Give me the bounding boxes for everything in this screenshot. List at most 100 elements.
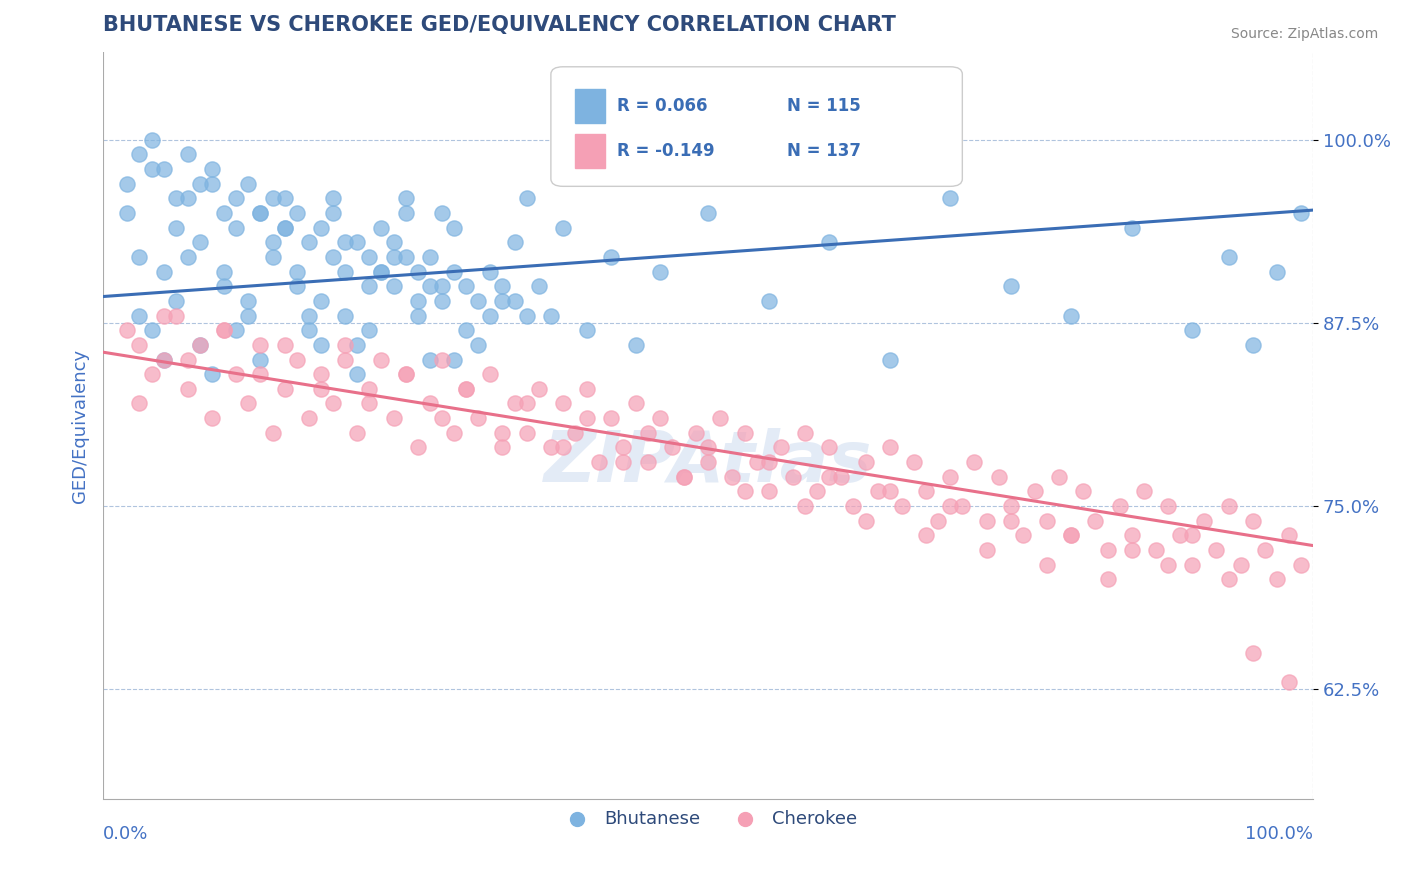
Point (758, 484, 780, 499)
Point (406, 264, 429, 278)
Point (976, 543, 998, 558)
Point (576, 411, 599, 425)
Point (128, 338, 150, 352)
Point (141, 162, 163, 177)
Point (697, 206, 720, 220)
Legend: Bhutanese, Cherokee: Bhutanese, Cherokee (551, 803, 865, 835)
Point (1241, 338, 1264, 352)
Point (273, 220, 295, 235)
Point (866, 484, 889, 499)
Point (1194, 514, 1216, 528)
Point (238, 309, 260, 323)
Point (551, 396, 574, 410)
Point (1278, 674, 1301, 689)
Point (1000, 514, 1022, 528)
Point (624, 338, 647, 352)
Point (322, 396, 344, 410)
Point (430, 411, 453, 425)
Point (443, 352, 465, 367)
Point (177, 382, 200, 396)
Point (395, 367, 418, 381)
Point (443, 264, 465, 278)
Point (1157, 558, 1180, 572)
Point (443, 425, 465, 440)
Point (249, 206, 271, 220)
Text: Source: ZipAtlas.com: Source: ZipAtlas.com (1230, 27, 1378, 41)
Point (1036, 514, 1059, 528)
Point (298, 309, 321, 323)
Point (346, 367, 368, 381)
Text: R = -0.149: R = -0.149 (617, 142, 716, 161)
Point (648, 264, 671, 278)
Point (697, 455, 720, 469)
Point (152, 352, 174, 367)
Point (1265, 572, 1288, 586)
Point (333, 338, 356, 352)
Point (309, 338, 332, 352)
Point (1218, 250, 1240, 264)
Point (359, 382, 381, 396)
Point (188, 235, 211, 250)
Point (794, 499, 817, 513)
Point (370, 352, 392, 367)
Point (576, 382, 599, 396)
Point (467, 293, 489, 308)
Point (734, 425, 756, 440)
Point (188, 338, 211, 352)
Point (540, 441, 562, 455)
Point (238, 177, 260, 191)
Point (540, 309, 562, 323)
Point (734, 484, 756, 499)
Point (430, 279, 453, 293)
Point (177, 250, 200, 264)
Point (346, 338, 368, 352)
Point (915, 528, 938, 542)
Point (395, 367, 418, 381)
Point (1181, 528, 1204, 542)
Point (1073, 484, 1095, 499)
Point (273, 191, 295, 205)
Point (298, 235, 321, 250)
Point (419, 250, 441, 264)
Point (152, 162, 174, 177)
Point (503, 235, 526, 250)
Point (1278, 528, 1301, 542)
Point (467, 411, 489, 425)
Point (1097, 572, 1119, 586)
Point (309, 293, 332, 308)
Point (322, 250, 344, 264)
Point (612, 455, 634, 469)
Point (212, 323, 235, 337)
Text: N = 137: N = 137 (787, 142, 860, 161)
Point (672, 469, 695, 483)
Text: N = 115: N = 115 (787, 97, 860, 115)
Point (165, 191, 187, 205)
Point (648, 411, 671, 425)
Point (419, 352, 441, 367)
Point (503, 293, 526, 308)
Point (842, 499, 865, 513)
Point (262, 425, 284, 440)
Point (576, 323, 599, 337)
Point (758, 293, 780, 308)
Point (152, 309, 174, 323)
Point (285, 264, 308, 278)
Point (346, 425, 368, 440)
Point (806, 484, 828, 499)
Point (406, 441, 429, 455)
Point (1121, 543, 1143, 558)
Point (201, 177, 224, 191)
Point (818, 469, 841, 483)
Point (382, 235, 405, 250)
Point (430, 206, 453, 220)
Point (165, 293, 187, 308)
Point (637, 455, 659, 469)
Point (879, 352, 901, 367)
Point (527, 279, 550, 293)
Point (333, 264, 356, 278)
Point (1218, 499, 1240, 513)
Point (794, 425, 817, 440)
Text: 0.0%: 0.0% (103, 825, 149, 844)
Point (188, 177, 211, 191)
Point (359, 250, 381, 264)
